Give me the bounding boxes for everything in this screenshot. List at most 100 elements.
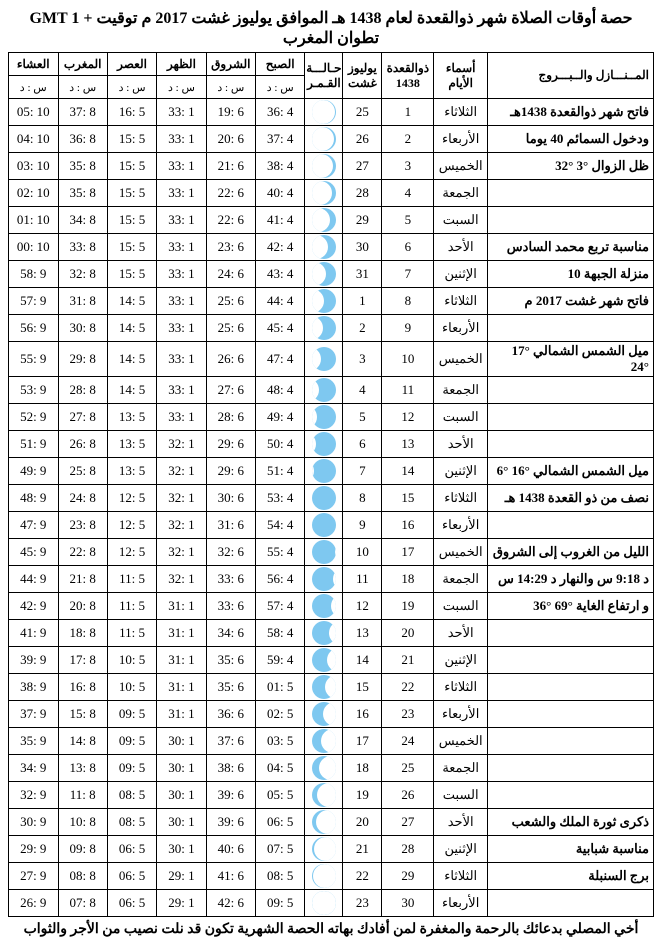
table-row: الثلاثاء 22 15 01: 5 35: 6 31: 1 10: 5 1… (9, 674, 654, 701)
cell-greg: 20 (343, 809, 382, 836)
table-row: السبت 26 19 05: 5 39: 6 30: 1 08: 5 11: … (9, 782, 654, 809)
cell-mgh: 27: 8 (58, 404, 107, 431)
cell-day: الأربعاء (434, 701, 488, 728)
cell-note (487, 782, 653, 809)
cell-ish: 02: 10 (9, 180, 59, 207)
cell-sun: 34: 6 (206, 620, 255, 647)
cell-asr: 12: 5 (107, 539, 156, 566)
table-row: مناسبة تربع محمد السادس الأحد 6 30 42: 4… (9, 234, 654, 261)
cell-hijri: 21 (382, 647, 434, 674)
cell-note (487, 701, 653, 728)
cell-moon (305, 674, 343, 701)
cell-fajr: 58: 4 (256, 620, 305, 647)
cell-mgh: 35: 8 (58, 180, 107, 207)
cell-fajr: 47: 4 (256, 342, 305, 377)
cell-day: السبت (434, 782, 488, 809)
cell-moon (305, 315, 343, 342)
cell-ish: 32: 9 (9, 782, 59, 809)
cell-greg: 26 (343, 126, 382, 153)
cell-fajr: 54: 4 (256, 512, 305, 539)
cell-day: الإثنين (434, 261, 488, 288)
cell-asr: 16: 5 (107, 99, 156, 126)
cell-mgh: 09: 8 (58, 836, 107, 863)
cell-greg: 11 (343, 566, 382, 593)
cell-dh: 33: 1 (157, 99, 206, 126)
cell-greg: 15 (343, 674, 382, 701)
cell-moon (305, 288, 343, 315)
cell-sun: 37: 6 (206, 728, 255, 755)
cell-hijri: 18 (382, 566, 434, 593)
cell-day: الجمعة (434, 180, 488, 207)
cell-note (487, 512, 653, 539)
table-row: الإثنين 21 14 59: 4 35: 6 31: 1 10: 5 17… (9, 647, 654, 674)
cell-greg: 4 (343, 377, 382, 404)
cell-ish: 47: 9 (9, 512, 59, 539)
col-dhuhr: الظهر (157, 53, 206, 76)
cell-note: الليل من الغروب إلى الشروق (487, 539, 653, 566)
cell-hijri: 28 (382, 836, 434, 863)
table-row: فاتح شهر ذوالقعدة 1438هـ الثلاثاء 1 25 3… (9, 99, 654, 126)
cell-asr: 09: 5 (107, 755, 156, 782)
col-moon: حـالـــة القـمـر (305, 53, 343, 99)
footer-text: أخي المصلي بدعائك بالرحمة والمغفرة لمن أ… (8, 921, 654, 938)
cell-mgh: 29: 8 (58, 342, 107, 377)
cell-hijri: 4 (382, 180, 434, 207)
cell-asr: 11: 5 (107, 593, 156, 620)
cell-asr: 06: 5 (107, 890, 156, 917)
table-row: د 9:18 س والنهار د 14:29 س الجمعة 18 11 … (9, 566, 654, 593)
cell-mgh: 18: 8 (58, 620, 107, 647)
header-row-1: المــنـــازل والــبـــروج أسماء الأيام ذ… (9, 53, 654, 76)
cell-dh: 33: 1 (157, 377, 206, 404)
cell-sun: 29: 6 (206, 458, 255, 485)
cell-mgh: 26: 8 (58, 431, 107, 458)
cell-day: السبت (434, 207, 488, 234)
cell-moon (305, 404, 343, 431)
cell-note (487, 674, 653, 701)
cell-ish: 26: 9 (9, 890, 59, 917)
cell-fajr: 57: 4 (256, 593, 305, 620)
cell-moon (305, 261, 343, 288)
cell-asr: 09: 5 (107, 701, 156, 728)
cell-ish: 42: 9 (9, 593, 59, 620)
cell-mgh: 37: 8 (58, 99, 107, 126)
cell-note: مناسبة تربع محمد السادس (487, 234, 653, 261)
cell-fajr: 48: 4 (256, 377, 305, 404)
cell-mgh: 14: 8 (58, 728, 107, 755)
cell-day: الجمعة (434, 377, 488, 404)
cell-note (487, 180, 653, 207)
cell-fajr: 01: 5 (256, 674, 305, 701)
cell-fajr: 38: 4 (256, 153, 305, 180)
cell-sun: 28: 6 (206, 404, 255, 431)
cell-mgh: 30: 8 (58, 315, 107, 342)
cell-greg: 8 (343, 485, 382, 512)
cell-day: الإثنين (434, 458, 488, 485)
cell-dh: 32: 1 (157, 512, 206, 539)
cell-note: د 9:18 س والنهار د 14:29 س (487, 566, 653, 593)
cell-fajr: 56: 4 (256, 566, 305, 593)
col-dayname: أسماء الأيام (434, 53, 488, 99)
cell-note: فاتح شهر ذوالقعدة 1438هـ (487, 99, 653, 126)
table-row: الجمعة 11 4 48: 4 27: 6 33: 1 14: 5 28: … (9, 377, 654, 404)
cell-dh: 31: 1 (157, 593, 206, 620)
cell-fajr: 49: 4 (256, 404, 305, 431)
cell-hijri: 6 (382, 234, 434, 261)
cell-asr: 10: 5 (107, 647, 156, 674)
prayer-times-table: المــنـــازل والــبـــروج أسماء الأيام ذ… (8, 52, 654, 917)
cell-hijri: 12 (382, 404, 434, 431)
cell-moon (305, 566, 343, 593)
cell-ish: 49: 9 (9, 458, 59, 485)
cell-greg: 25 (343, 99, 382, 126)
cell-note (487, 755, 653, 782)
col-asr: العصر (107, 53, 156, 76)
cell-moon (305, 836, 343, 863)
table-row: السبت 12 5 49: 4 28: 6 33: 1 13: 5 27: 8… (9, 404, 654, 431)
cell-asr: 15: 5 (107, 126, 156, 153)
cell-mgh: 31: 8 (58, 288, 107, 315)
cell-ish: 55: 9 (9, 342, 59, 377)
col-isha: العشاء (9, 53, 59, 76)
cell-dh: 33: 1 (157, 180, 206, 207)
cell-ish: 34: 9 (9, 755, 59, 782)
cell-sun: 29: 6 (206, 431, 255, 458)
cell-note: مناسبة شبابية (487, 836, 653, 863)
cell-hijri: 25 (382, 755, 434, 782)
